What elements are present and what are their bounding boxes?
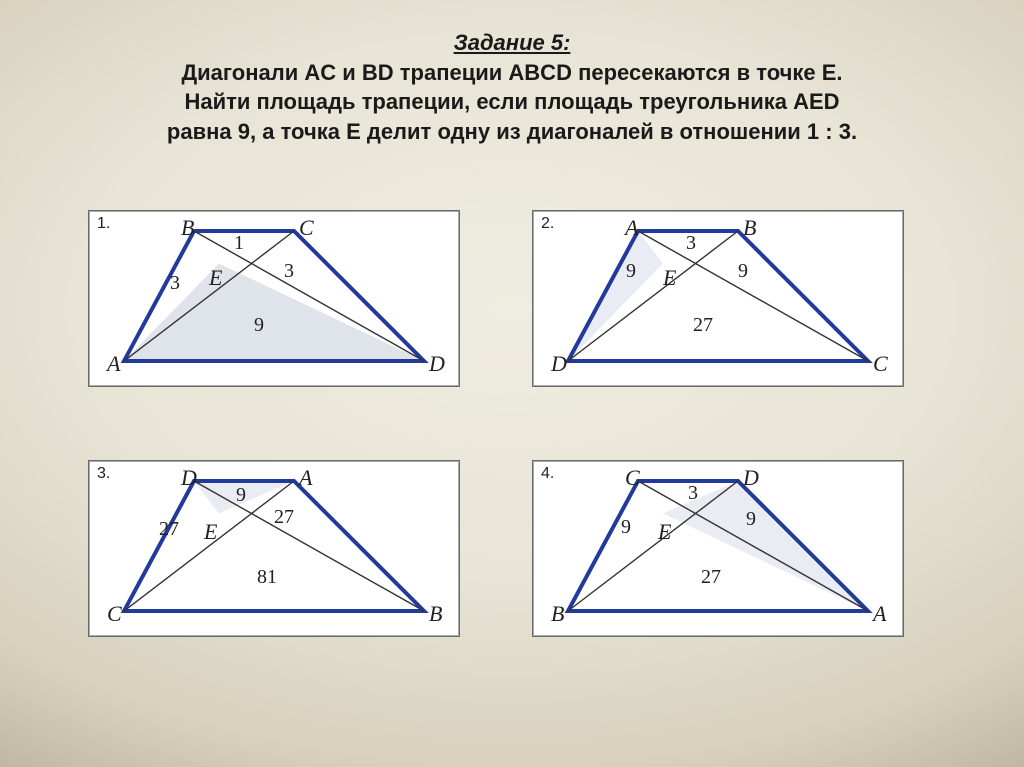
title-line3: равна 9, а точка E делит одну из диагона… — [167, 119, 857, 144]
area-bottom: 9 — [254, 314, 264, 336]
panel-number: 3. — [97, 465, 110, 483]
area-right: 9 — [746, 508, 756, 530]
area-top: 3 — [686, 232, 696, 254]
vertex-bottom-right: C — [873, 351, 888, 376]
task-title: Задание 5: Диагонали AC и BD трапеции AB… — [0, 28, 1024, 147]
vertex-bottom-left: A — [105, 351, 121, 376]
title-line1: Диагонали AC и BD трапеции ABCD пересека… — [181, 60, 842, 85]
title-heading: Задание 5: — [454, 30, 571, 55]
shaded-triangle — [568, 231, 663, 361]
area-left: 3 — [170, 272, 180, 294]
point-e: E — [657, 519, 672, 544]
vertex-top-left: C — [625, 465, 640, 490]
vertex-top-left: A — [623, 215, 639, 240]
diagram-3-svg: D A C B E 9 27 27 81 — [89, 461, 459, 636]
point-e: E — [203, 519, 218, 544]
area-right: 27 — [274, 506, 294, 528]
diagram-panel-4: 4. C D B A E 3 9 9 27 — [532, 460, 904, 637]
area-right: 9 — [738, 260, 748, 282]
area-top: 9 — [236, 484, 246, 506]
diagram-panel-1: 1. B C A D E 1 3 3 9 — [88, 210, 460, 387]
diagonal-2 — [638, 231, 868, 361]
point-e: E — [662, 265, 677, 290]
area-left: 9 — [626, 260, 636, 282]
area-top: 3 — [688, 482, 698, 504]
panel-number: 4. — [541, 465, 554, 483]
panel-number: 2. — [541, 215, 554, 233]
diagram-2-svg: A B D C E 3 9 9 27 — [533, 211, 903, 386]
vertex-bottom-right: D — [428, 351, 445, 376]
diagram-panel-2: 2. A B D C E 3 9 9 27 — [532, 210, 904, 387]
area-bottom: 81 — [257, 566, 277, 588]
area-left: 9 — [621, 516, 631, 538]
vertex-bottom-left: C — [107, 601, 122, 626]
diagonal-2 — [194, 481, 424, 611]
vertex-bottom-left: D — [550, 351, 567, 376]
diagram-4-svg: C D B A E 3 9 9 27 — [533, 461, 903, 636]
trapezoid-outline — [124, 481, 424, 611]
vertex-top-left: B — [181, 215, 194, 240]
vertex-top-left: D — [180, 465, 197, 490]
panel-number: 1. — [97, 215, 110, 233]
vertex-top-right: C — [299, 215, 314, 240]
vertex-bottom-right: B — [429, 601, 442, 626]
title-line2: Найти площадь трапеции, если площадь тре… — [184, 89, 839, 114]
area-left: 27 — [159, 518, 179, 540]
vertex-top-right: D — [742, 465, 759, 490]
vertex-bottom-right: A — [871, 601, 887, 626]
point-e: E — [208, 265, 223, 290]
vertex-top-right: B — [743, 215, 756, 240]
area-bottom: 27 — [701, 566, 721, 588]
diagram-1-svg: B C A D E 1 3 3 9 — [89, 211, 459, 386]
area-bottom: 27 — [693, 314, 713, 336]
area-right: 3 — [284, 260, 294, 282]
area-top: 1 — [234, 232, 244, 254]
diagonal-1 — [568, 481, 738, 611]
vertex-bottom-left: B — [551, 601, 564, 626]
vertex-top-right: A — [297, 465, 313, 490]
diagram-panel-3: 3. D A C B E 9 27 27 81 — [88, 460, 460, 637]
